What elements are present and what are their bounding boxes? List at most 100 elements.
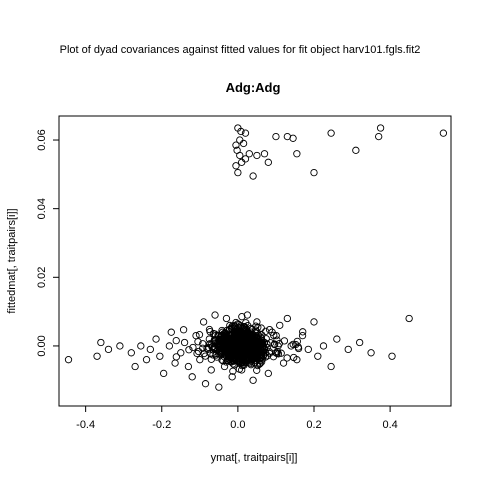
y-tick-label: 0.02 (36, 267, 48, 288)
data-point (237, 127, 245, 136)
data-point (265, 325, 274, 334)
data-point (352, 146, 360, 154)
y-axis-label: fittedmat[, traitpairs[i]] (6, 208, 18, 313)
data-point (205, 325, 214, 334)
data-point (242, 347, 250, 355)
data-point (240, 326, 248, 334)
data-point (179, 326, 188, 334)
data-point (314, 352, 322, 360)
data-point (199, 344, 207, 352)
data-point (236, 136, 244, 144)
data-point (283, 132, 291, 141)
data-point (200, 349, 208, 358)
data-point (228, 325, 236, 333)
data-point (356, 338, 364, 347)
data-point (253, 318, 261, 326)
data-point (211, 344, 219, 352)
x-tick-label: 0.2 (306, 419, 321, 431)
data-point (283, 354, 291, 362)
x-axis: -0.4 -0.2 0.0 0.2 0.4 (76, 406, 398, 431)
data-point (207, 366, 215, 374)
data-point (267, 339, 275, 347)
data-point (253, 341, 261, 349)
x-tick-label: -0.2 (152, 419, 171, 431)
data-point (199, 318, 208, 326)
data-point (194, 338, 202, 346)
data-points (64, 124, 448, 391)
data-point (367, 349, 375, 357)
data-point (127, 349, 135, 357)
data-point (274, 342, 282, 350)
data-point (104, 345, 113, 354)
data-point (344, 345, 352, 354)
data-point (228, 373, 236, 381)
x-axis-label: ymat[, traitpairs[i]] (211, 452, 298, 464)
data-point (257, 353, 265, 361)
data-point (209, 346, 217, 354)
data-point (225, 345, 233, 353)
data-point (233, 146, 241, 154)
data-point (270, 331, 278, 340)
data-point (218, 326, 226, 335)
data-point (310, 168, 318, 177)
data-point (180, 338, 189, 347)
data-point (327, 362, 335, 371)
data-point (294, 344, 303, 353)
data-point (97, 338, 105, 347)
data-point (289, 340, 297, 349)
data-point (193, 349, 201, 358)
data-point (218, 356, 226, 364)
data-point (242, 319, 250, 327)
data-point (405, 314, 413, 323)
data-point (304, 345, 312, 354)
data-point (142, 356, 151, 364)
data-point (152, 335, 160, 343)
data-point (264, 369, 272, 378)
data-point (272, 331, 280, 340)
data-point (209, 351, 217, 359)
data-point (276, 321, 284, 329)
data-point (258, 331, 266, 339)
data-point (229, 367, 237, 375)
data-point (239, 331, 247, 339)
data-point (235, 365, 244, 373)
data-point (184, 362, 193, 371)
data-point (201, 380, 210, 388)
data-point (232, 348, 241, 357)
data-point (116, 342, 124, 350)
data-point (319, 342, 328, 350)
data-point (253, 151, 261, 160)
data-point (137, 342, 145, 350)
x-tick-label: 0.4 (382, 419, 397, 431)
data-point (283, 314, 291, 323)
data-point (243, 331, 251, 340)
data-point (232, 162, 240, 170)
data-point (241, 129, 250, 137)
data-point (280, 337, 289, 345)
data-point (131, 362, 139, 371)
data-point (264, 158, 272, 166)
data-point (185, 346, 193, 354)
data-point (376, 124, 385, 132)
data-point (221, 340, 229, 348)
data-point (245, 150, 253, 158)
data-point (249, 376, 257, 384)
y-tick-label: 0.04 (36, 198, 48, 219)
x-tick-label: 0.0 (230, 419, 245, 431)
x-tick-label: -0.4 (76, 419, 95, 431)
data-point (238, 313, 246, 321)
data-point (199, 340, 207, 348)
data-point (279, 359, 288, 367)
data-point (298, 331, 307, 340)
data-point (287, 342, 295, 350)
data-point (146, 345, 154, 354)
data-point (243, 339, 251, 347)
data-point (260, 150, 269, 158)
y-axis: 0.00 0.02 0.04 0.06 (36, 129, 59, 357)
data-point (439, 129, 448, 137)
y-tick-label: 0.06 (36, 129, 48, 150)
data-point (196, 356, 204, 364)
data-point (272, 132, 280, 141)
